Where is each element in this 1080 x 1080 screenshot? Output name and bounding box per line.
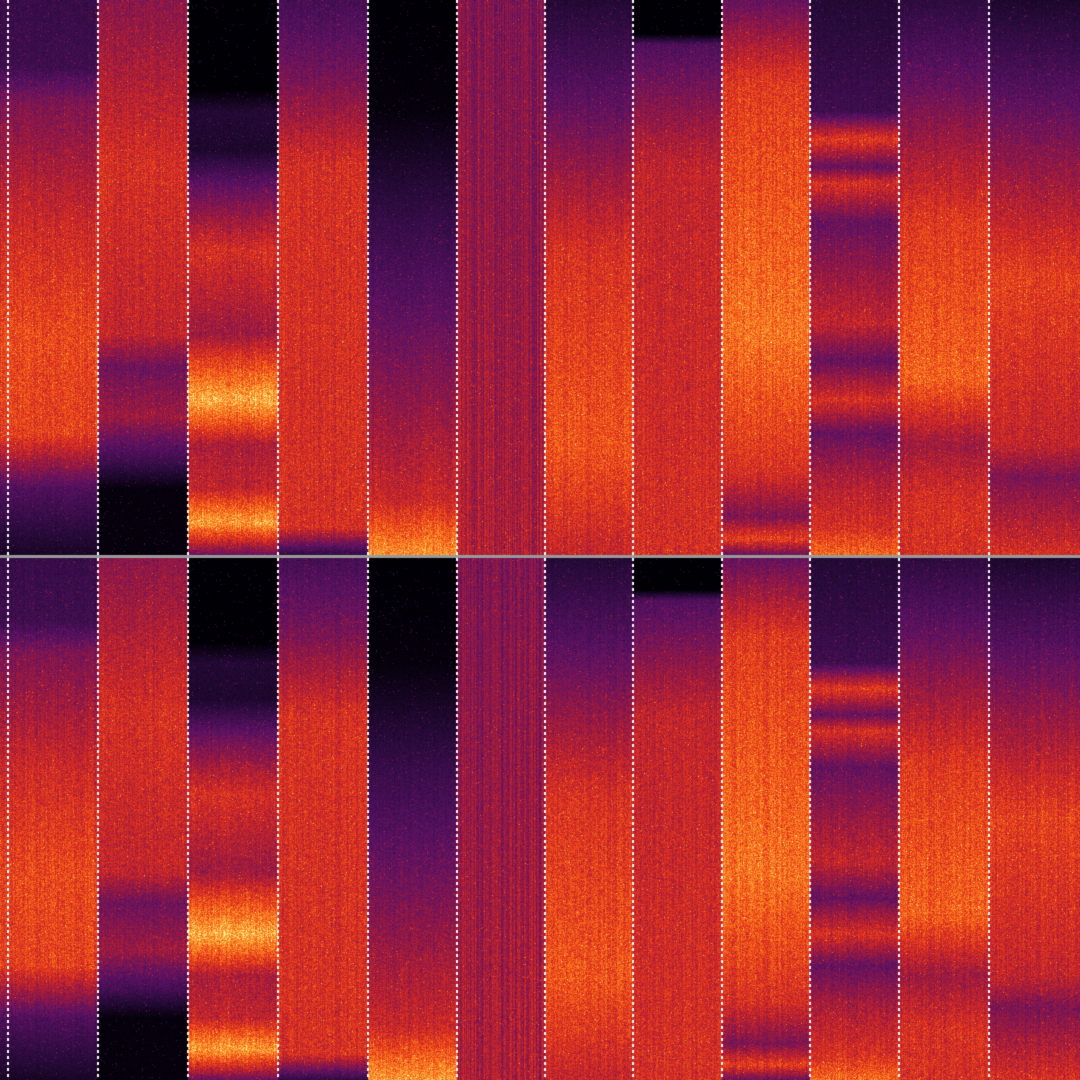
spectrogram-grid <box>0 0 1080 1080</box>
spectrogram-canvas <box>0 0 1080 1080</box>
